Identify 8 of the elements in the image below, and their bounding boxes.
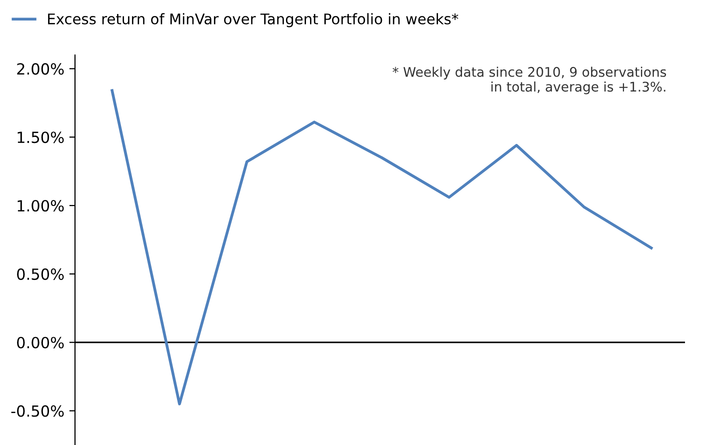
y-tick-label: 1.50% — [18, 132, 64, 144]
y-tick-label: 2.00% — [17, 63, 64, 75]
legend-label: Excess return of MinVar over Tangent Portfolio in weeks* — [48, 13, 458, 28]
annotation: * Weekly data since 2010, 9 observations in total, average is +1.3%. — [392, 66, 666, 94]
y-tick-label: 0.00% — [17, 336, 64, 348]
y-tick-label: 1.00% — [18, 200, 64, 212]
y-tick-label: -0.50% — [11, 405, 64, 417]
y-tick-label: 0.50% — [17, 268, 64, 280]
